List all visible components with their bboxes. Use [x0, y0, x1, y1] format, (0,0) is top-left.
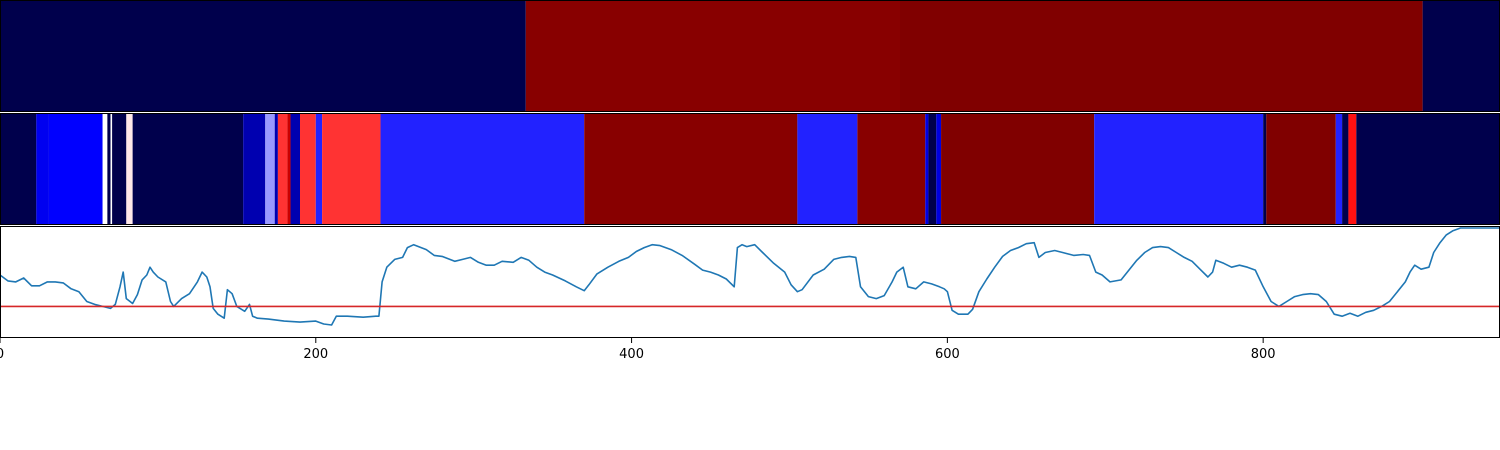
- middle-heatmap-segment-7: [126, 113, 133, 225]
- middle-heatmap-segment-0: [0, 113, 37, 225]
- top-heatmap-segment-2: [900, 0, 1423, 112]
- middle-heatmap-segment-3: [102, 113, 108, 225]
- line-plot-background: [0, 226, 1500, 338]
- x-tick-label-2: 400: [619, 347, 644, 362]
- middle-heatmap-segment-10: [265, 113, 275, 225]
- x-tick-label-4: 800: [1251, 347, 1276, 362]
- line-plot-panel: [0, 226, 1500, 338]
- middle-heatmap-segment-25: [941, 113, 1095, 225]
- middle-heatmap-segment-6: [112, 113, 127, 225]
- top-heatmap-segment-0: [0, 0, 526, 112]
- middle-heatmap-segment-13: [287, 113, 291, 225]
- middle-heatmap-segment-17: [322, 113, 381, 225]
- top-heatmap-panel: [0, 0, 1500, 112]
- series-line: [0, 227, 1500, 326]
- middle-heatmap-segment-19: [584, 113, 798, 225]
- middle-heatmap-segment-8: [132, 113, 244, 225]
- middle-heatmap-segment-4: [107, 113, 111, 225]
- middle-heatmap-segment-30: [1342, 113, 1349, 225]
- middle-heatmap-segment-31: [1348, 113, 1357, 225]
- middle-heatmap-segment-23: [928, 113, 937, 225]
- top-heatmap-segment-3: [1422, 0, 1500, 112]
- middle-heatmap-segment-32: [1356, 113, 1500, 225]
- middle-heatmap-segment-22: [925, 113, 929, 225]
- middle-heatmap-segment-2: [48, 113, 103, 225]
- x-tick-label-3: 600: [935, 347, 960, 362]
- middle-heatmap-segment-15: [300, 113, 316, 225]
- middle-heatmap-segment-26: [1094, 113, 1264, 225]
- middle-heatmap-segment-14: [290, 113, 300, 225]
- middle-heatmap-segment-20: [797, 113, 858, 225]
- middle-heatmap-segment-12: [277, 113, 288, 225]
- middle-heatmap-segment-5: [110, 113, 113, 225]
- x-axis: 0 200 400 600 800: [0, 338, 1276, 362]
- middle-heatmap-segment-27: [1263, 113, 1267, 225]
- top-heatmap-segment-1: [525, 0, 900, 112]
- middle-heatmap-segment-21: [857, 113, 926, 225]
- middle-heatmap-segment-28: [1266, 113, 1336, 225]
- middle-heatmap-segment-1: [36, 113, 49, 225]
- x-tick-label-0: 0: [0, 347, 4, 362]
- middle-heatmap-segment-16: [315, 113, 323, 225]
- middle-heatmap-segment-18: [380, 113, 585, 225]
- middle-heatmap-segment-24: [936, 113, 942, 225]
- middle-heatmap-segment-29: [1335, 113, 1343, 225]
- middle-heatmap-segment-9: [243, 113, 266, 225]
- middle-heatmap-segment-11: [274, 113, 278, 225]
- x-tick-label-1: 200: [303, 347, 328, 362]
- middle-heatmap-panel: [0, 113, 1500, 225]
